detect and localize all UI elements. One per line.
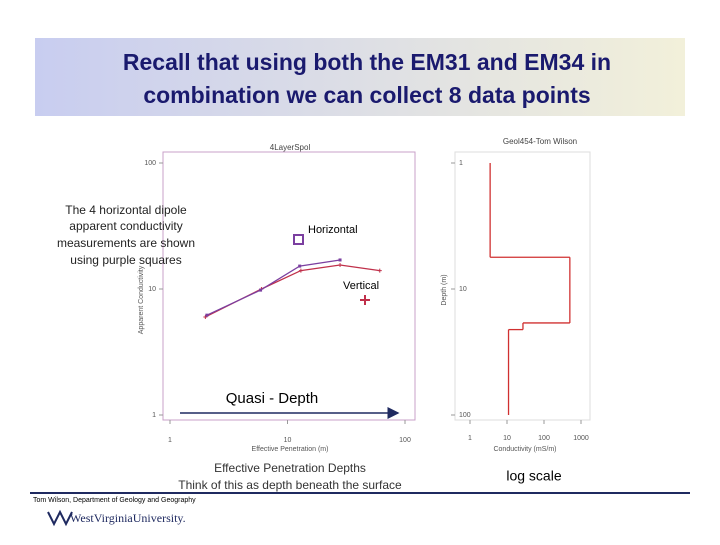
caption: Think of this as depth beneath the surfa… (178, 478, 402, 492)
x-label: Effective Penetration (m) (252, 446, 329, 453)
x-tick-label: 1000 (573, 435, 589, 442)
note: measurements are shown (57, 236, 195, 250)
x-tick-label: 10 (284, 437, 292, 444)
horizontal-label: Horizontal (308, 224, 358, 236)
x-tick-label: 100 (538, 435, 550, 442)
x-tick-label: 1 (468, 435, 472, 442)
horizontal-line (206, 259, 341, 316)
x-tick-label: 1 (168, 437, 172, 444)
point (338, 258, 342, 262)
note: apparent conductivity (69, 219, 182, 233)
title-box (35, 38, 685, 116)
x-tick-label: 100 (399, 437, 411, 444)
title: Recall that using both the EM31 and EM34… (123, 49, 611, 75)
footer: Tom Wilson, Department of Geology and Ge… (33, 497, 196, 504)
y-tick-label: 10 (148, 286, 156, 293)
y-tick-label: 100 (459, 412, 471, 419)
log-scale: log scale (506, 468, 561, 484)
point (298, 264, 302, 268)
point (203, 314, 208, 319)
vertical-label: Vertical (343, 280, 379, 292)
title: combination we can collect 8 data points (143, 82, 590, 108)
logo: WestVirginiaUniversity. (70, 511, 186, 525)
plot-title: 4LayerSpol (270, 143, 311, 152)
point (298, 268, 303, 273)
quasi-depth: Quasi - Depth (226, 390, 319, 407)
legend-square (293, 234, 304, 245)
y-label: Depth (m) (441, 274, 448, 305)
plot-title: Geol454-Tom Wilson (503, 137, 577, 146)
y-tick-label: 1 (152, 412, 156, 419)
caption: Effective Penetration Depths (214, 461, 366, 475)
point (377, 268, 382, 273)
x-tick-label: 10 (503, 435, 511, 442)
logo-mark (47, 509, 73, 527)
note: using purple squares (70, 253, 181, 267)
y-tick-label: 100 (144, 160, 156, 167)
point (259, 288, 263, 292)
point (205, 313, 209, 317)
point (338, 263, 343, 268)
y-tick-label: 1 (459, 160, 463, 167)
x-label: Conductivity (mS/m) (493, 446, 556, 453)
left-plot-frame (162, 151, 416, 421)
y-tick-label: 10 (459, 286, 467, 293)
note: The 4 horizontal dipole (65, 203, 187, 217)
legend-plus (360, 295, 370, 305)
right-plot-frame (454, 151, 591, 421)
y-label: Apparent Conductivity (138, 265, 145, 334)
